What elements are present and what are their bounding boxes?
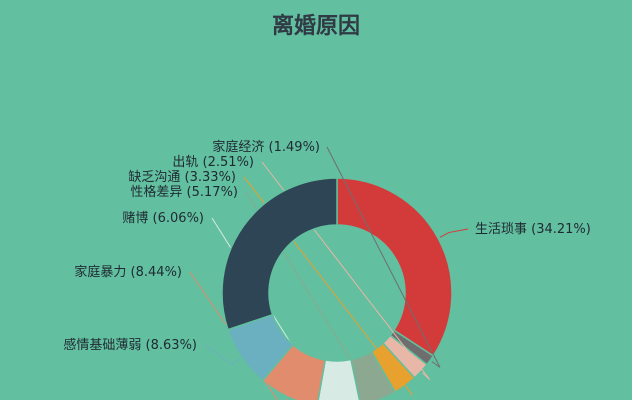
chart-title: 离婚原因	[271, 14, 360, 39]
slice-label-7: 家庭暴力 (8.44%)	[74, 264, 182, 280]
leader-line-5	[245, 191, 377, 400]
slice-label-5: 性格差异 (5.17%)	[130, 184, 238, 200]
slice-label-6: 赌博 (6.06%)	[122, 211, 204, 226]
leader-line-7	[189, 271, 288, 400]
slice-label-8: 感情基础薄弱 (8.63%)	[63, 337, 197, 353]
donut-slice-1	[336, 177, 453, 357]
slice-label-2: 家庭经济 (1.49%)	[212, 139, 320, 155]
slice-label-1: 生活琐事 (34.21%)	[475, 221, 591, 237]
leader-line-2	[326, 146, 441, 368]
leader-line-8	[204, 344, 241, 365]
donut-slice-9	[221, 177, 338, 331]
slice-label-3: 出轨 (2.51%)	[172, 155, 254, 170]
leader-line-4	[243, 176, 413, 396]
leader-line-1	[439, 228, 469, 238]
leader-line-3	[261, 161, 431, 381]
slice-label-4: 缺乏沟通 (3.33%)	[128, 170, 236, 185]
